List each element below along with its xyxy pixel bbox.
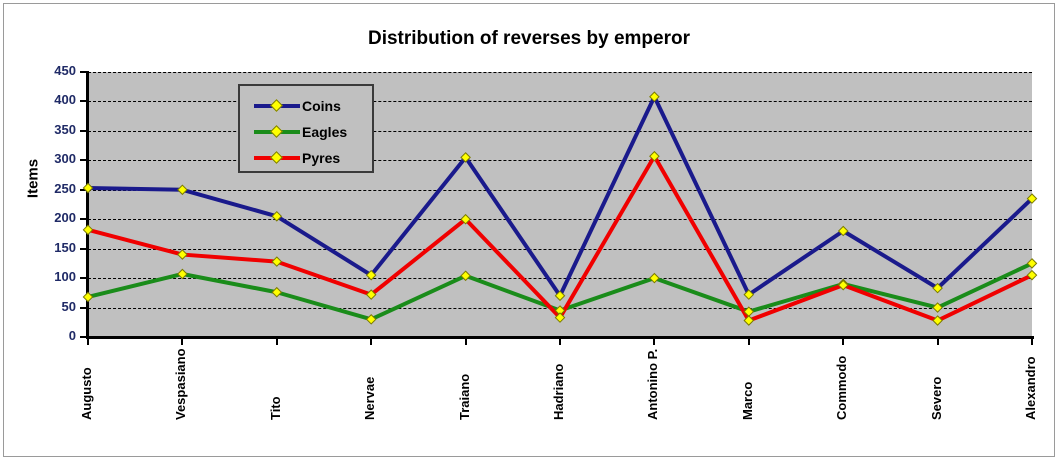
x-axis-tick: [747, 338, 750, 345]
y-axis-tick-label: 200: [54, 210, 76, 226]
x-axis-tick-label: Tito: [267, 396, 283, 420]
y-axis-tick: [80, 188, 88, 191]
x-axis-tick-label: Marco: [739, 381, 755, 420]
data-point-marker: [271, 210, 283, 222]
gridline: [88, 160, 1032, 162]
y-axis-tick-label: 150: [54, 239, 76, 255]
data-point-marker: [82, 182, 94, 194]
legend-swatch-icon: [254, 123, 300, 141]
y-axis-tick-label: 400: [54, 92, 76, 108]
data-point-marker: [177, 268, 188, 280]
y-axis-tick-label: 50: [61, 298, 76, 314]
legend-diamond-marker-icon: [270, 125, 283, 138]
data-point-marker: [649, 272, 660, 284]
data-point-marker: [271, 286, 283, 298]
gridline: [88, 130, 1032, 132]
legend-swatch-icon: [254, 97, 300, 115]
x-axis-tick-label: Commodo: [834, 355, 850, 420]
x-axis-tick-label: Vespasiano: [173, 348, 189, 420]
x-axis-tick-label: Antonino P.: [645, 348, 661, 420]
y-axis-tick: [80, 218, 88, 221]
chart-title: Distribution of reverses by emperor: [367, 28, 691, 49]
data-point-marker: [1026, 269, 1038, 281]
x-axis-tick-label: Augusto: [79, 367, 94, 420]
y-axis-tick-label: 450: [54, 63, 76, 78]
data-point-marker: [554, 312, 566, 323]
legend-label: Coins: [302, 98, 341, 114]
data-point-marker: [649, 150, 660, 162]
legend-label: Pyres: [302, 150, 341, 166]
series-plot: [82, 91, 1038, 326]
y-axis-line: [86, 71, 89, 339]
x-axis-tick: [275, 338, 278, 345]
data-point-marker: [837, 279, 849, 291]
data-point-marker: [932, 302, 943, 313]
data-point-marker: [460, 270, 471, 282]
y-axis-tick-label: 350: [54, 121, 76, 137]
legend-label: Eagles: [302, 124, 348, 140]
y-axis-tick: [80, 306, 88, 309]
y-axis-tick: [80, 277, 88, 280]
data-point-marker: [743, 289, 755, 300]
data-point-marker: [365, 289, 377, 300]
y-axis-tick-label: 300: [54, 151, 76, 167]
data-point-marker: [82, 224, 94, 236]
x-axis-tick-label: Traiano: [456, 373, 472, 420]
series-line-coins: [86, 94, 1034, 298]
x-axis-tick: [181, 338, 184, 345]
data-point-marker: [365, 314, 377, 325]
legend-swatch-icon: [254, 149, 300, 167]
gridline: [88, 72, 1032, 73]
x-axis-tick: [559, 338, 561, 345]
data-point-marker: [649, 91, 660, 103]
y-axis-tick-label: 100: [54, 269, 76, 285]
data-point-marker: [1026, 193, 1038, 204]
x-axis-tick: [653, 338, 656, 345]
legend-item-eagles: Eagles: [240, 120, 376, 144]
data-point-marker: [177, 184, 188, 196]
gridline: [88, 278, 1032, 280]
x-axis-tick: [936, 338, 939, 345]
legend-item-coins: Coins: [240, 94, 376, 118]
gridline: [88, 101, 1032, 103]
x-axis-tick-label: Severo: [928, 376, 944, 420]
x-axis-tick: [370, 338, 373, 345]
y-axis-tick: [80, 336, 88, 338]
gridline: [88, 189, 1032, 191]
y-axis-tick: [80, 247, 88, 250]
gridline: [88, 248, 1032, 250]
x-axis-line: [86, 336, 1034, 339]
y-axis-tick: [80, 129, 88, 132]
legend-diamond-marker-icon: [270, 99, 283, 112]
x-axis-tick: [1031, 338, 1033, 345]
data-point-marker: [271, 256, 283, 267]
legend-diamond-marker-icon: [270, 151, 283, 164]
gridline: [88, 219, 1032, 221]
data-point-marker: [365, 269, 377, 281]
y-axis-tick: [80, 71, 88, 73]
x-axis-tick: [464, 338, 467, 345]
x-axis-tick: [842, 338, 845, 345]
chart-legend: Coins Eagles Pyres: [238, 84, 374, 173]
x-axis-tick-label: Alexandro: [1023, 356, 1038, 420]
y-axis-tick-label: 250: [54, 180, 76, 196]
x-axis-tick-label: Hadriano: [551, 363, 566, 420]
data-point-marker: [460, 213, 471, 225]
data-point-marker: [932, 282, 943, 294]
data-point-marker: [743, 315, 755, 326]
data-point-marker: [177, 249, 188, 260]
legend-item-pyres: Pyres: [240, 146, 376, 170]
y-axis-tick: [80, 159, 88, 162]
y-axis-tick-label: 0: [68, 328, 76, 343]
data-point-marker: [1026, 258, 1038, 269]
data-point-marker: [554, 290, 566, 302]
y-axis-tick: [80, 100, 88, 103]
x-axis-tick: [87, 338, 89, 345]
data-point-marker: [932, 315, 943, 326]
data-point-marker: [837, 225, 849, 237]
x-axis-tick-label: Nervae: [362, 376, 378, 420]
data-point-marker: [82, 291, 94, 303]
data-point-marker: [460, 152, 471, 163]
